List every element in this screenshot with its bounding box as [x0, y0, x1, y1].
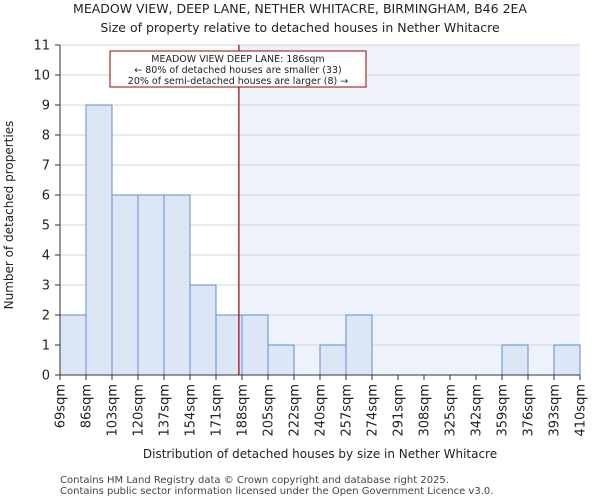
bar	[553, 344, 581, 376]
chart-subtitle: Size of property relative to detached ho…	[100, 20, 500, 35]
y-tick-label: 8	[42, 129, 50, 144]
x-tick-label: 205sqm	[262, 384, 277, 437]
bar	[345, 314, 373, 376]
y-tick-label: 11	[33, 39, 50, 54]
x-tick-label: 86sqm	[80, 384, 95, 428]
y-tick-label: 1	[42, 339, 50, 354]
x-tick-label: 154sqm	[184, 384, 199, 437]
annotation-line-1: MEADOW VIEW DEEP LANE: 186sqm	[151, 54, 324, 65]
x-tick-label: 103sqm	[106, 384, 121, 437]
x-tick-label: 274sqm	[366, 384, 381, 437]
y-tick-label: 4	[42, 249, 50, 264]
bar	[111, 194, 139, 376]
bar	[85, 104, 113, 376]
x-tick-label: 359sqm	[496, 384, 511, 437]
x-tick-label: 291sqm	[392, 384, 407, 437]
y-tick-label: 5	[42, 219, 50, 234]
x-axis-label: Distribution of detached houses by size …	[143, 447, 497, 461]
x-tick-label: 376sqm	[522, 384, 537, 437]
bar	[241, 314, 269, 376]
x-tick-label: 69sqm	[54, 384, 69, 428]
x-tick-label: 393sqm	[548, 384, 563, 437]
y-tick-label: 6	[42, 189, 50, 204]
bar	[215, 314, 243, 376]
bar	[137, 194, 165, 376]
shaded-region	[238, 45, 580, 375]
x-tick-label: 325sqm	[444, 384, 459, 437]
x-tick-label: 188sqm	[236, 384, 251, 437]
footer-line-1: Contains HM Land Registry data © Crown c…	[60, 475, 449, 486]
x-tick-label: 410sqm	[574, 384, 589, 437]
chart-title: MEADOW VIEW, DEEP LANE, NETHER WHITACRE,…	[73, 1, 527, 16]
bar	[189, 284, 217, 376]
bar	[319, 344, 347, 376]
x-tick-label: 308sqm	[418, 384, 433, 437]
y-tick-label: 10	[33, 69, 50, 84]
bar	[59, 314, 87, 376]
x-tick-label: 120sqm	[132, 384, 147, 437]
y-tick-label: 9	[42, 99, 50, 114]
annotation-line-2: ← 80% of detached houses are smaller (33…	[134, 65, 341, 76]
bar	[501, 344, 529, 376]
y-axis-label: Number of detached properties	[2, 121, 16, 310]
x-tick-label: 240sqm	[314, 384, 329, 437]
x-tick-label: 137sqm	[158, 384, 173, 437]
y-tick-label: 3	[42, 279, 50, 294]
y-tick-label: 7	[42, 159, 50, 174]
footer-line-2: Contains public sector information licen…	[60, 486, 493, 497]
marker-annotation: MEADOW VIEW DEEP LANE: 186sqm ← 80% of d…	[109, 50, 367, 88]
y-tick-label: 0	[42, 369, 50, 384]
y-tick-label: 2	[42, 309, 50, 324]
x-tick-label: 257sqm	[340, 384, 355, 437]
x-tick-label: 222sqm	[288, 384, 303, 437]
x-tick-label: 342sqm	[470, 384, 485, 437]
annotation-line-3: 20% of semi-detached houses are larger (…	[128, 76, 348, 87]
plot-area: 0 1 2 3 4 5 6 7 8 9 10 11 69sqm 86sqm 103sqm 120sqm 137s…	[33, 39, 588, 437]
x-tick-label: 171sqm	[210, 384, 225, 437]
annotation-box	[109, 50, 367, 88]
bar	[163, 194, 191, 376]
bar	[267, 344, 295, 376]
